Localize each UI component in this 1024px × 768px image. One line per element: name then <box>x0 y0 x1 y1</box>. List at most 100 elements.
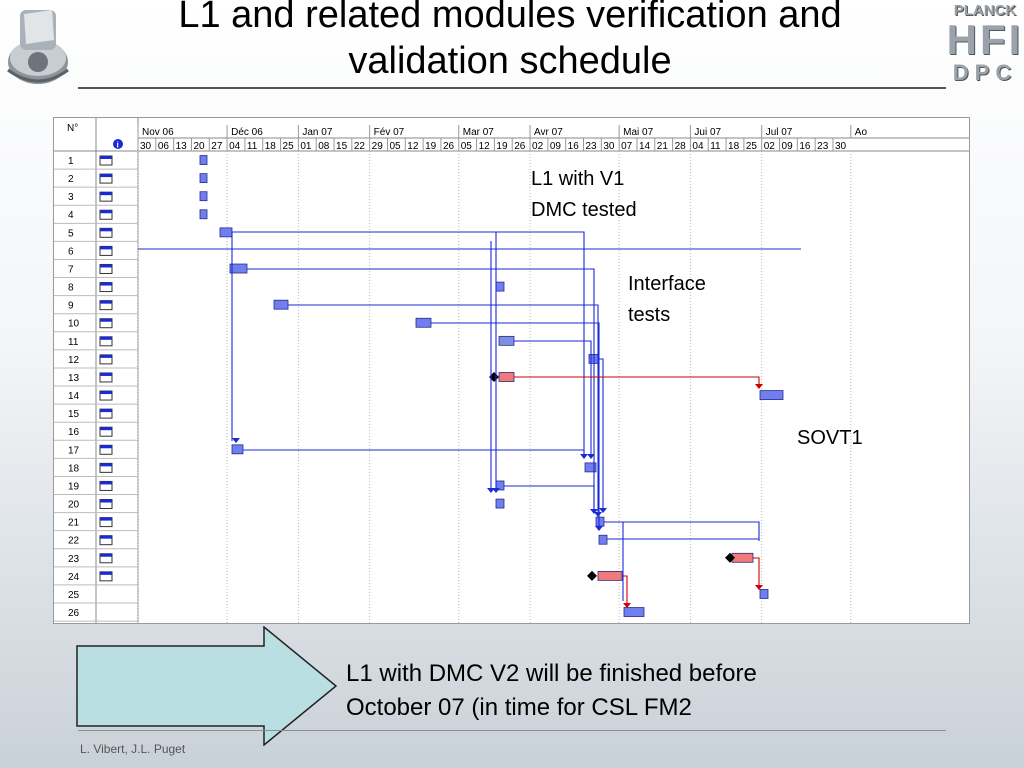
task-bar <box>498 372 515 382</box>
task-table-icon-band <box>100 318 112 322</box>
week-label: 26 <box>514 141 526 152</box>
dependency-link <box>622 575 628 606</box>
task-bar <box>199 173 208 184</box>
task-table-icon <box>99 263 113 274</box>
week-label: 16 <box>568 141 580 152</box>
week-label: 25 <box>746 141 758 152</box>
task-bar <box>759 589 769 599</box>
row-number: 2 <box>68 174 74 185</box>
link-arrowhead <box>599 508 607 513</box>
week-label: 02 <box>764 141 776 152</box>
dependency-link <box>604 521 760 541</box>
month-label: Avr 07 <box>534 127 563 138</box>
month-label: Fév 07 <box>374 127 405 138</box>
link-arrowhead <box>594 512 602 517</box>
week-label: 05 <box>389 141 401 152</box>
link-arrowhead <box>755 384 763 389</box>
row-number: 7 <box>68 264 74 275</box>
task-table-icon-band <box>100 210 112 214</box>
right-arrow-shape <box>76 625 338 751</box>
dependency-link <box>247 268 595 513</box>
conclusion-line1: L1 with DMC V2 will be finished before <box>346 660 757 687</box>
task-table-icon <box>99 517 113 528</box>
week-label: 23 <box>586 141 598 152</box>
row-number: 4 <box>68 210 74 221</box>
task-bar <box>598 534 608 545</box>
week-label: 05 <box>461 141 473 152</box>
row-number: 10 <box>68 319 80 330</box>
row-number: 16 <box>68 427 80 438</box>
task-table-icon-band <box>100 499 112 503</box>
week-label: 12 <box>407 141 419 152</box>
week-label: 25 <box>283 141 295 152</box>
dependency-link <box>753 557 760 587</box>
task-table-icon <box>99 571 113 582</box>
annotation-interface-tests: Interface tests <box>628 269 706 331</box>
task-bar <box>731 552 754 563</box>
week-label: 01 <box>300 141 312 152</box>
footer-rule <box>78 730 946 731</box>
gantt-canvas: N°i 30 06 13 20 27 04 11 18 25 01 08 15 22 29 05 12 19 26 0… <box>54 118 969 623</box>
gantt-header-bg <box>54 118 969 151</box>
footer-authors: L. Vibert, J.L. Puget <box>80 742 186 756</box>
task-table-icon-band <box>100 445 112 449</box>
month-label: Nov 06 <box>142 127 174 138</box>
row-number: 13 <box>68 373 80 384</box>
week-label: 30 <box>603 141 615 152</box>
row-number: 19 <box>68 481 80 492</box>
week-label: 06 <box>158 141 170 152</box>
link-arrowhead <box>580 454 588 459</box>
task-table-icon-band <box>100 354 112 358</box>
dependency-link <box>514 340 592 456</box>
task-bar <box>231 444 244 455</box>
task-table-icon-band <box>100 228 112 232</box>
task-table-icon-band <box>100 391 112 395</box>
week-label: 13 <box>176 141 188 152</box>
logo-dpc-text: DPC <box>952 60 1018 85</box>
week-label: 18 <box>265 141 277 152</box>
task-bar <box>759 390 784 400</box>
task-table-icon-band <box>100 372 112 376</box>
task-table-icon-band <box>100 517 112 521</box>
task-table-icon-band <box>100 336 112 340</box>
week-label: 02 <box>532 141 544 152</box>
dependency-link <box>232 231 585 456</box>
month-label: Jui 07 <box>694 127 721 138</box>
task-table-icon-band <box>100 246 112 250</box>
task-table-icon-band <box>100 571 112 575</box>
week-label: 19 <box>425 141 437 152</box>
planck-hfi-dpc-logo: PLANCK HFI DPC <box>946 0 1024 90</box>
row-number: 1 <box>68 156 74 167</box>
task-bar <box>219 227 233 238</box>
week-label: 09 <box>550 141 562 152</box>
info-icon <box>113 139 123 149</box>
row-number: 14 <box>68 391 80 402</box>
month-label: Ao <box>855 127 868 138</box>
row-number: 23 <box>68 554 80 565</box>
title-underline <box>78 87 946 89</box>
row-number: 20 <box>68 500 80 511</box>
week-label: 07 <box>621 141 633 152</box>
task-bar <box>623 607 645 617</box>
slide-title: L1 and related modules verification and … <box>80 0 940 84</box>
week-label: 30 <box>835 141 847 152</box>
row-number: 17 <box>68 445 80 456</box>
month-label: Jul 07 <box>766 127 793 138</box>
month-label: Mar 07 <box>463 127 495 138</box>
row-number: 9 <box>68 301 74 312</box>
slide-title-line2: validation schedule <box>348 40 672 82</box>
row-number: 24 <box>68 572 80 583</box>
week-label: 23 <box>817 141 829 152</box>
week-label: 28 <box>675 141 687 152</box>
link-arrowhead <box>755 585 763 590</box>
dependency-link <box>431 322 600 529</box>
task-bar <box>199 191 208 202</box>
task-table-icon-band <box>100 409 112 413</box>
id-column-header: N° <box>67 123 78 134</box>
week-label: 18 <box>728 141 740 152</box>
month-label: Jan 07 <box>302 127 332 138</box>
task-table-icon-band <box>100 282 112 286</box>
task-bar <box>595 516 605 527</box>
link-arrowhead <box>623 603 631 608</box>
logo-planck-text: PLANCK <box>953 2 1017 19</box>
